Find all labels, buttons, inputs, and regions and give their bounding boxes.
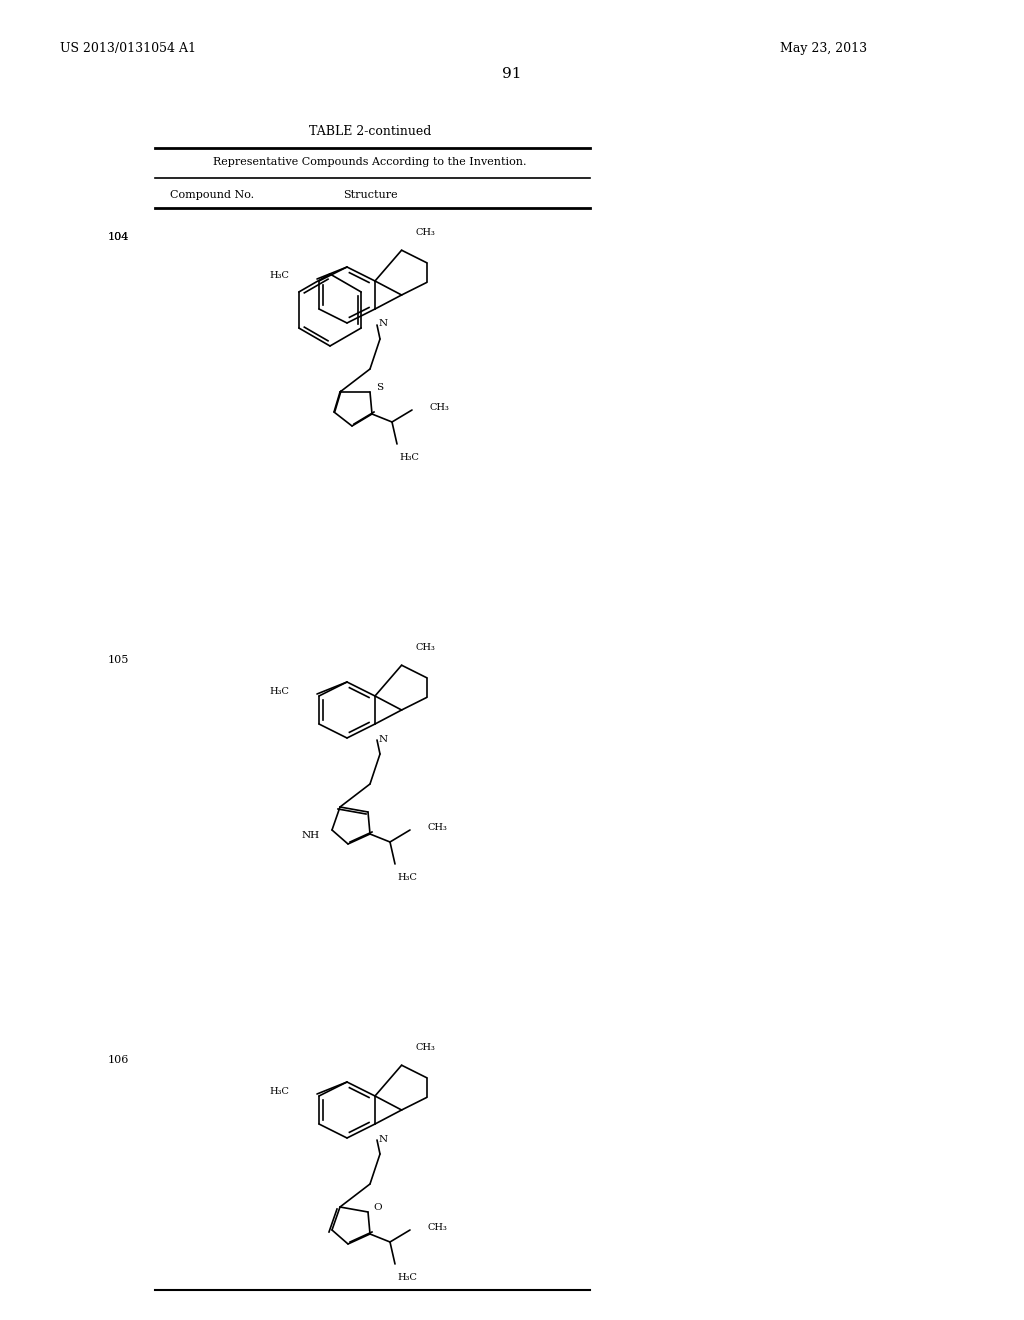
Text: CH₃: CH₃ (430, 403, 450, 412)
Text: H₃C: H₃C (269, 272, 289, 281)
Text: May 23, 2013: May 23, 2013 (780, 42, 867, 55)
Text: CH₃: CH₃ (416, 1043, 435, 1052)
Text: TABLE 2-continued: TABLE 2-continued (309, 125, 431, 139)
Text: 106: 106 (108, 1055, 129, 1065)
Text: H₃C: H₃C (269, 686, 289, 696)
Text: H₃C: H₃C (399, 454, 419, 462)
Text: CH₃: CH₃ (428, 822, 447, 832)
Text: S: S (377, 383, 384, 392)
Text: 104: 104 (108, 232, 129, 242)
Text: 105: 105 (108, 655, 129, 665)
Text: H₃C: H₃C (397, 1274, 417, 1283)
Text: N: N (379, 1134, 388, 1143)
Text: 91: 91 (502, 67, 522, 81)
Text: H₃C: H₃C (269, 1086, 289, 1096)
Text: N: N (379, 734, 388, 743)
Text: Representative Compounds According to the Invention.: Representative Compounds According to th… (213, 157, 526, 168)
Text: CH₃: CH₃ (428, 1222, 447, 1232)
Text: NH: NH (302, 830, 319, 840)
Text: CH₃: CH₃ (416, 227, 435, 236)
Text: O: O (374, 1203, 382, 1212)
Text: US 2013/0131054 A1: US 2013/0131054 A1 (60, 42, 196, 55)
Text: N: N (379, 319, 388, 329)
Text: H₃C: H₃C (397, 874, 417, 883)
Text: 104: 104 (108, 232, 129, 242)
Text: CH₃: CH₃ (416, 643, 435, 652)
Text: Structure: Structure (343, 190, 397, 201)
Text: Compound No.: Compound No. (170, 190, 254, 201)
